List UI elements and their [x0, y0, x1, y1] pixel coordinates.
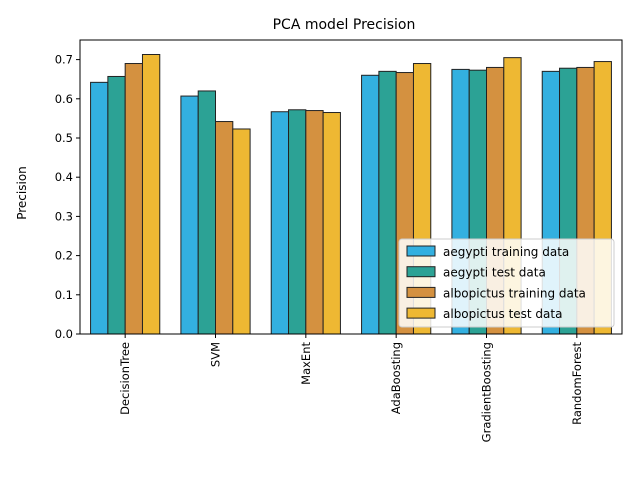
y-tick-label: 0.6 — [55, 92, 73, 106]
legend-swatch — [406, 245, 436, 257]
bar-DecisionTree-albopictus-training-data — [124, 63, 143, 335]
legend-swatch — [406, 307, 436, 319]
y-tick-label: 0.7 — [55, 53, 73, 67]
x-tick-label: DecisionTree — [118, 342, 132, 415]
plot-frame — [79, 39, 623, 335]
bar-DecisionTree-aegypti-training-data — [90, 81, 109, 335]
bar-SVM-aegypti-training-data — [180, 95, 199, 335]
bar-SVM-albopictus-training-data — [215, 121, 234, 335]
legend-label: albopictus training data — [443, 286, 586, 300]
bar-SVM-aegypti-test-data — [197, 90, 216, 335]
x-tick-label: GradientBoosting — [480, 342, 494, 442]
x-tick-label: RandomForest — [570, 342, 584, 425]
bar-MaxEnt-aegypti-test-data — [288, 109, 307, 335]
y-tick-label: 0.5 — [55, 131, 73, 145]
bar-SVM-albopictus-test-data — [232, 128, 251, 335]
bar-MaxEnt-albopictus-test-data — [322, 112, 341, 335]
bar-MaxEnt-albopictus-training-data — [305, 110, 324, 335]
bar-DecisionTree-aegypti-test-data — [107, 75, 126, 335]
y-axis-label: Precision — [15, 166, 29, 220]
bar-AdaBoosting-aegypti-test-data — [378, 70, 397, 335]
legend-box — [398, 238, 615, 328]
y-tick-label: 0.3 — [55, 209, 73, 223]
y-tick-label: 0.4 — [55, 170, 73, 184]
bar-MaxEnt-aegypti-training-data — [270, 111, 290, 335]
x-tick-label: AdaBoosting — [389, 342, 403, 414]
legend-swatch — [406, 266, 436, 278]
y-tick-label: 0.0 — [55, 327, 73, 341]
chart-title: PCA model Precision — [273, 17, 416, 33]
legend: aegypti training data aegypti test data al… — [398, 238, 615, 328]
bar-DecisionTree-albopictus-test-data — [141, 54, 161, 335]
y-tick-label: 0.1 — [55, 288, 73, 302]
legend-label: aegypti training data — [443, 245, 569, 259]
x-tick-label: SVM — [209, 342, 223, 367]
y-tick-label: 0.2 — [55, 249, 73, 263]
x-tick-label: MaxEnt — [299, 342, 313, 385]
bar-AdaBoosting-aegypti-training-data — [361, 74, 380, 335]
legend-label: albopictus test data — [443, 307, 562, 321]
legend-swatch — [406, 286, 436, 298]
axes-layer: DecisionTree SVM MaxEnt AdaBoosting Gradient… — [55, 39, 623, 442]
legend-label: aegypti test data — [443, 266, 546, 280]
